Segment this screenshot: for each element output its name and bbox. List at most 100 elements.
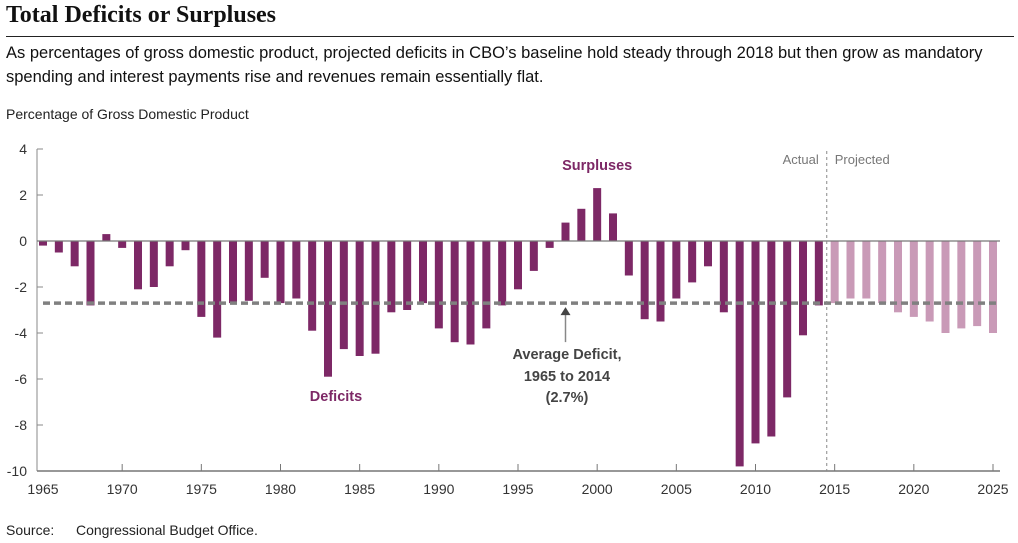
bar-1997 [545,241,554,248]
y-axis-label: Percentage of Gross Domestic Product [6,106,249,122]
bar-1978 [244,241,253,301]
bar-1982 [308,241,317,331]
bar-1967 [70,241,79,267]
bar-2025 [989,241,997,333]
bar-1973 [165,241,174,267]
bar-2020 [909,241,918,317]
x-tick-label: 2025 [977,481,1008,497]
bar-1998 [561,222,570,241]
bar-1980 [276,241,285,304]
chart-subtitle: As percentages of gross domestic product… [6,44,983,86]
bar-1965 [39,241,47,246]
bar-2007 [704,241,712,267]
x-tick-label: 1985 [344,481,375,497]
bar-2024 [973,241,982,327]
y-tick-label: -4 [15,325,28,341]
bar-1990 [434,241,443,329]
bar-1986 [371,241,380,354]
bar-2009 [735,241,744,467]
bar-2012 [783,241,792,398]
bar-1981 [292,241,301,299]
bar-2018 [878,241,887,304]
x-tick-label: 1970 [107,481,138,497]
average-annotation-line3: (2.7%) [546,390,589,406]
bar-2014 [814,241,823,306]
surpluses-annotation: Surpluses [562,158,632,174]
bar-2023 [957,241,966,329]
source-note: Source: Congressional Budget Office. [6,522,258,538]
bar-1999 [577,208,586,241]
bars-group [39,188,997,467]
x-tick-label: 2005 [661,481,692,497]
bar-1994 [498,241,507,306]
y-tick-label: -10 [7,463,27,479]
average-annotation-line2: 1965 to 2014 [524,369,610,385]
bar-1972 [149,241,158,287]
y-tick-label: -8 [15,417,28,433]
bar-1968 [86,241,95,306]
bar-2022 [941,241,950,333]
bar-2008 [719,241,728,313]
bar-1966 [54,241,63,253]
y-tick-label: -6 [15,371,28,387]
bar-2002 [624,241,633,276]
bar-1984 [339,241,348,350]
bar-2016 [846,241,855,299]
bar-1970 [118,241,127,248]
bar-2011 [767,241,776,437]
bar-1989 [419,241,427,304]
bar-1975 [197,241,206,317]
bar-1995 [514,241,522,290]
average-arrow [560,307,571,343]
bar-1985 [355,241,364,356]
bar-2021 [925,241,934,322]
x-tick-label: 1965 [27,481,58,497]
bar-2000 [593,188,602,241]
title-divider [6,36,1014,37]
x-tick-label: 2010 [740,481,771,497]
bar-1992 [466,241,475,345]
x-tick-label: 1990 [423,481,454,497]
bar-2017 [862,241,871,299]
bar-1987 [387,241,396,313]
x-tick-label: 1995 [502,481,533,497]
bar-1991 [450,241,459,343]
bar-1971 [134,241,142,290]
projected-label: Projected [835,152,890,167]
bar-1969 [102,234,111,241]
x-tick-label: 2015 [819,481,850,497]
x-tick-label: 2020 [898,481,929,497]
bar-2003 [640,241,649,320]
actual-label: Actual [783,152,819,167]
bar-1996 [529,241,538,271]
bar-2006 [688,241,697,283]
bar-1988 [403,241,412,310]
bar-1979 [260,241,269,278]
y-tick-label: -2 [15,279,28,295]
bar-2015 [830,241,839,304]
bar-2005 [672,241,681,299]
bar-1977 [229,241,237,304]
y-tick-label: 4 [19,141,27,157]
bar-1993 [482,241,491,329]
deficits-annotation: Deficits [310,389,362,405]
y-tick-label: 2 [19,187,27,203]
source-text: Congressional Budget Office. [76,522,258,538]
x-tick-label: 1980 [265,481,296,497]
y-tick-label: 0 [19,233,27,249]
bar-2019 [894,241,902,313]
bar-1974 [181,241,190,251]
bar-2013 [799,241,807,336]
average-annotation-line1: Average Deficit, [512,347,621,363]
arrow-head-icon [560,307,571,316]
source-label: Source: [6,522,55,538]
bar-2004 [656,241,665,322]
x-tick-label: 2000 [582,481,613,497]
bar-1983 [324,241,332,377]
bar-2010 [751,241,760,444]
chart-title: Total Deficits or Surpluses [6,2,277,28]
bar-1976 [213,241,222,338]
bar-2001 [609,213,617,241]
